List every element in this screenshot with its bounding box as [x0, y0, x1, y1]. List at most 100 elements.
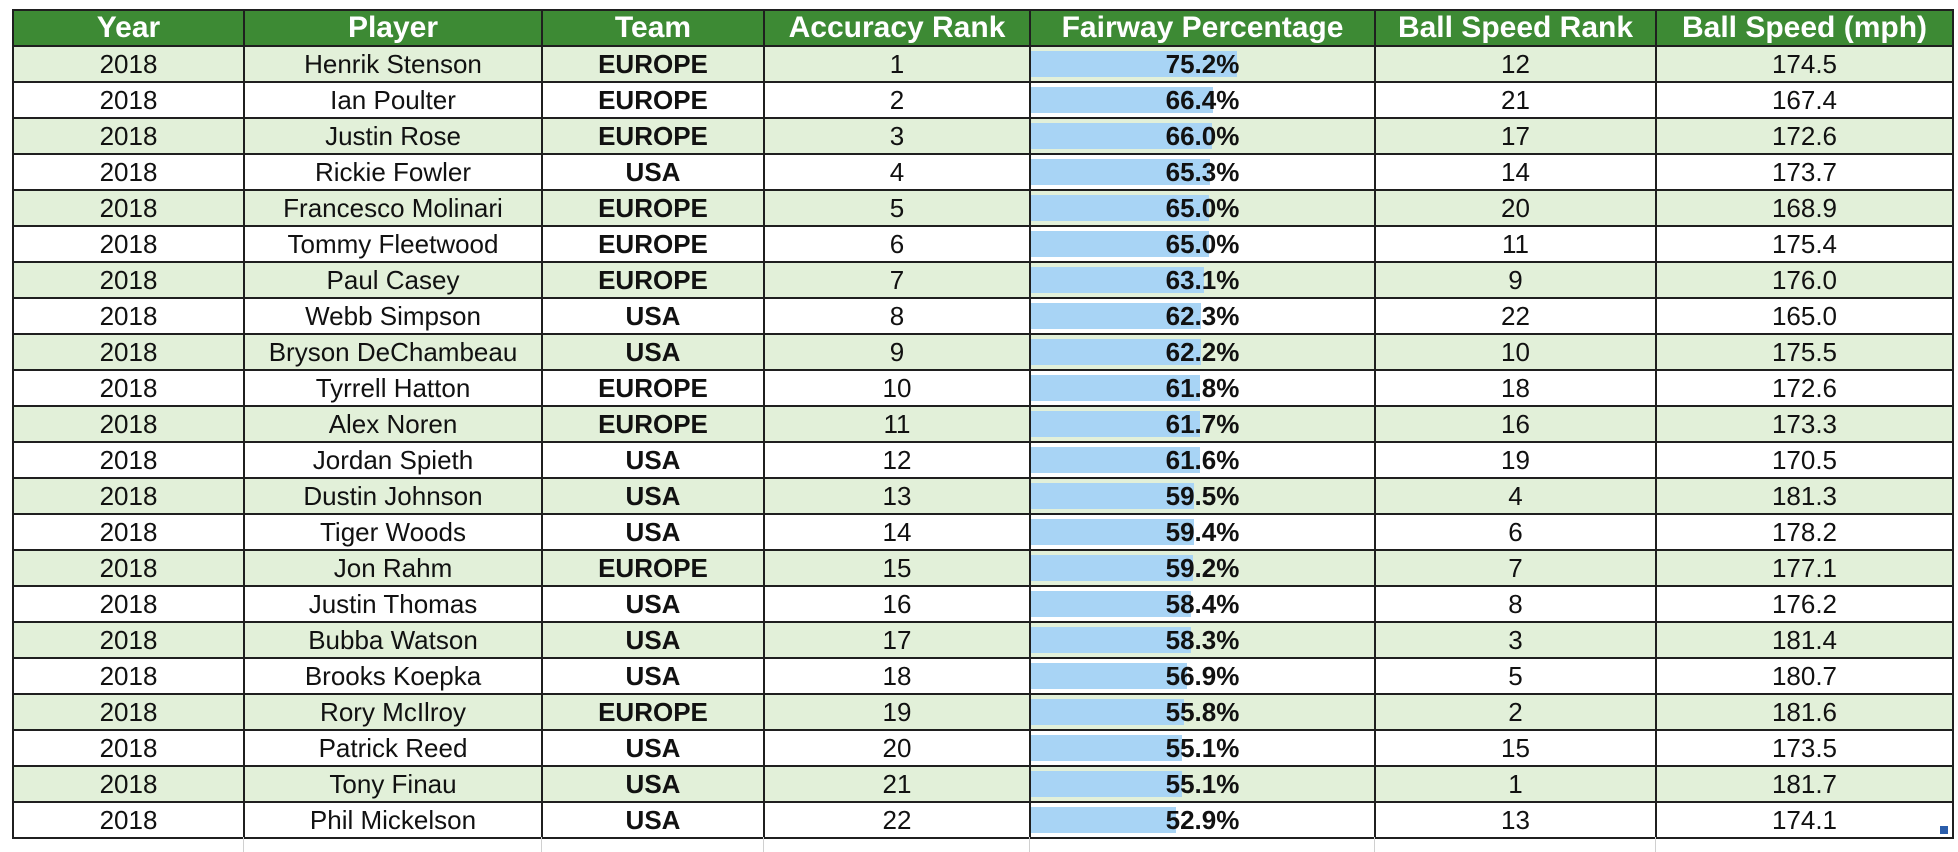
ball-speed-cell[interactable]: 181.3	[1655, 477, 1954, 515]
team-cell[interactable]: USA	[541, 765, 765, 803]
year-cell[interactable]: 2018	[12, 765, 245, 803]
ball-speed-rank-cell[interactable]: 12	[1374, 45, 1657, 83]
ball-speed-cell[interactable]: 170.5	[1655, 441, 1954, 479]
team-cell[interactable]: EUROPE	[541, 369, 765, 407]
team-cell[interactable]: USA	[541, 153, 765, 191]
player-cell[interactable]: Patrick Reed	[243, 729, 543, 767]
accuracy-rank-cell[interactable]: 1	[763, 45, 1031, 83]
ball-speed-cell[interactable]: 172.6	[1655, 369, 1954, 407]
header-ball-speed-rank[interactable]: Ball Speed Rank	[1374, 9, 1657, 47]
fairway-percentage-cell[interactable]: 61.8%	[1029, 369, 1376, 407]
ball-speed-rank-cell[interactable]: 22	[1374, 297, 1657, 335]
ball-speed-rank-cell[interactable]: 21	[1374, 81, 1657, 119]
year-cell[interactable]: 2018	[12, 369, 245, 407]
ball-speed-rank-cell[interactable]: 13	[1374, 801, 1657, 839]
ball-speed-cell[interactable]: 173.3	[1655, 405, 1954, 443]
ball-speed-rank-cell[interactable]: 11	[1374, 225, 1657, 263]
ball-speed-rank-cell[interactable]: 14	[1374, 153, 1657, 191]
fairway-percentage-cell[interactable]: 63.1%	[1029, 261, 1376, 299]
player-cell[interactable]: Bryson DeChambeau	[243, 333, 543, 371]
ball-speed-cell[interactable]: 174.5	[1655, 45, 1954, 83]
fairway-percentage-cell[interactable]: 65.3%	[1029, 153, 1376, 191]
ball-speed-rank-cell[interactable]: 15	[1374, 729, 1657, 767]
header-player[interactable]: Player	[243, 9, 543, 47]
header-ball-speed[interactable]: Ball Speed (mph)	[1655, 9, 1954, 47]
year-cell[interactable]: 2018	[12, 81, 245, 119]
team-cell[interactable]: EUROPE	[541, 225, 765, 263]
fairway-percentage-cell[interactable]: 52.9%	[1029, 801, 1376, 839]
player-cell[interactable]: Bubba Watson	[243, 621, 543, 659]
player-cell[interactable]: Brooks Koepka	[243, 657, 543, 695]
player-cell[interactable]: Alex Noren	[243, 405, 543, 443]
year-cell[interactable]: 2018	[12, 477, 245, 515]
accuracy-rank-cell[interactable]: 5	[763, 189, 1031, 227]
fairway-percentage-cell[interactable]: 65.0%	[1029, 225, 1376, 263]
fairway-percentage-cell[interactable]: 59.5%	[1029, 477, 1376, 515]
team-cell[interactable]: EUROPE	[541, 261, 765, 299]
year-cell[interactable]: 2018	[12, 117, 245, 155]
year-cell[interactable]: 2018	[12, 513, 245, 551]
fairway-percentage-cell[interactable]: 65.0%	[1029, 189, 1376, 227]
ball-speed-cell[interactable]: 178.2	[1655, 513, 1954, 551]
player-cell[interactable]: Tyrrell Hatton	[243, 369, 543, 407]
ball-speed-cell[interactable]: 175.4	[1655, 225, 1954, 263]
header-year[interactable]: Year	[12, 9, 245, 47]
team-cell[interactable]: USA	[541, 333, 765, 371]
fairway-percentage-cell[interactable]: 58.4%	[1029, 585, 1376, 623]
ball-speed-rank-cell[interactable]: 7	[1374, 549, 1657, 587]
year-cell[interactable]: 2018	[12, 333, 245, 371]
accuracy-rank-cell[interactable]: 10	[763, 369, 1031, 407]
team-cell[interactable]: EUROPE	[541, 81, 765, 119]
ball-speed-cell[interactable]: 176.2	[1655, 585, 1954, 623]
ball-speed-rank-cell[interactable]: 20	[1374, 189, 1657, 227]
accuracy-rank-cell[interactable]: 8	[763, 297, 1031, 335]
ball-speed-cell[interactable]: 176.0	[1655, 261, 1954, 299]
player-cell[interactable]: Henrik Stenson	[243, 45, 543, 83]
accuracy-rank-cell[interactable]: 22	[763, 801, 1031, 839]
player-cell[interactable]: Justin Thomas	[243, 585, 543, 623]
ball-speed-rank-cell[interactable]: 9	[1374, 261, 1657, 299]
year-cell[interactable]: 2018	[12, 441, 245, 479]
accuracy-rank-cell[interactable]: 21	[763, 765, 1031, 803]
ball-speed-cell[interactable]: 181.4	[1655, 621, 1954, 659]
year-cell[interactable]: 2018	[12, 45, 245, 83]
ball-speed-cell[interactable]: 172.6	[1655, 117, 1954, 155]
ball-speed-rank-cell[interactable]: 19	[1374, 441, 1657, 479]
fairway-percentage-cell[interactable]: 66.4%	[1029, 81, 1376, 119]
ball-speed-cell[interactable]: 165.0	[1655, 297, 1954, 335]
year-cell[interactable]: 2018	[12, 297, 245, 335]
header-team[interactable]: Team	[541, 9, 765, 47]
ball-speed-rank-cell[interactable]: 8	[1374, 585, 1657, 623]
accuracy-rank-cell[interactable]: 7	[763, 261, 1031, 299]
ball-speed-rank-cell[interactable]: 5	[1374, 657, 1657, 695]
ball-speed-cell[interactable]: 175.5	[1655, 333, 1954, 371]
accuracy-rank-cell[interactable]: 6	[763, 225, 1031, 263]
ball-speed-rank-cell[interactable]: 18	[1374, 369, 1657, 407]
player-cell[interactable]: Webb Simpson	[243, 297, 543, 335]
fairway-percentage-cell[interactable]: 55.8%	[1029, 693, 1376, 731]
player-cell[interactable]: Tiger Woods	[243, 513, 543, 551]
ball-speed-cell[interactable]: 181.6	[1655, 693, 1954, 731]
year-cell[interactable]: 2018	[12, 189, 245, 227]
fairway-percentage-cell[interactable]: 55.1%	[1029, 765, 1376, 803]
year-cell[interactable]: 2018	[12, 549, 245, 587]
player-cell[interactable]: Ian Poulter	[243, 81, 543, 119]
player-cell[interactable]: Tony Finau	[243, 765, 543, 803]
ball-speed-rank-cell[interactable]: 4	[1374, 477, 1657, 515]
team-cell[interactable]: USA	[541, 297, 765, 335]
header-accuracy-rank[interactable]: Accuracy Rank	[763, 9, 1031, 47]
year-cell[interactable]: 2018	[12, 585, 245, 623]
player-cell[interactable]: Jordan Spieth	[243, 441, 543, 479]
fairway-percentage-cell[interactable]: 61.6%	[1029, 441, 1376, 479]
ball-speed-cell[interactable]: 173.7	[1655, 153, 1954, 191]
accuracy-rank-cell[interactable]: 15	[763, 549, 1031, 587]
team-cell[interactable]: USA	[541, 441, 765, 479]
team-cell[interactable]: USA	[541, 801, 765, 839]
accuracy-rank-cell[interactable]: 16	[763, 585, 1031, 623]
fairway-percentage-cell[interactable]: 56.9%	[1029, 657, 1376, 695]
team-cell[interactable]: EUROPE	[541, 405, 765, 443]
ball-speed-cell[interactable]: 181.7	[1655, 765, 1954, 803]
team-cell[interactable]: EUROPE	[541, 117, 765, 155]
team-cell[interactable]: USA	[541, 477, 765, 515]
fairway-percentage-cell[interactable]: 59.2%	[1029, 549, 1376, 587]
